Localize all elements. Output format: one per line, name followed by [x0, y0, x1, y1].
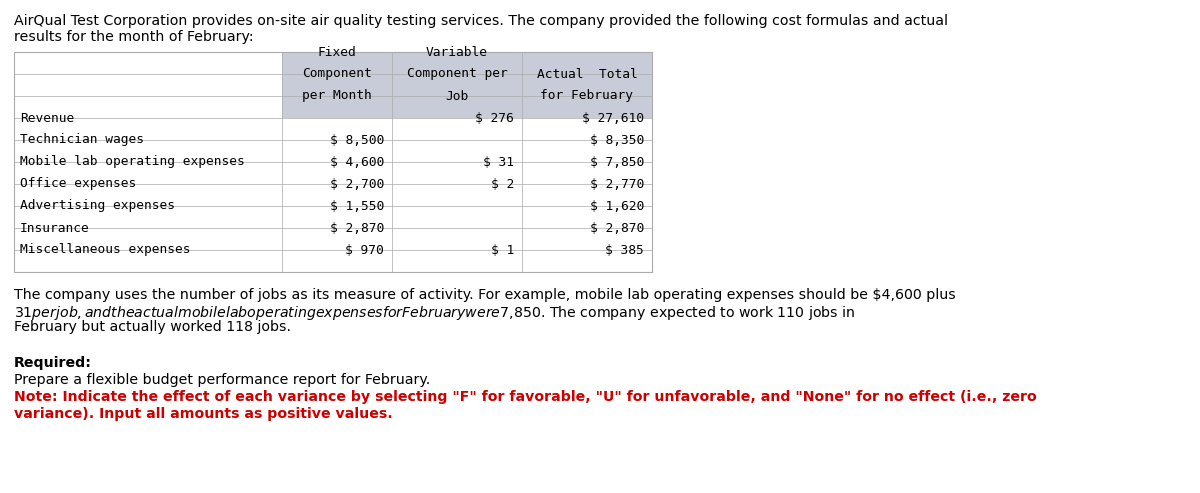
- Text: $31 per job, and the actual mobile lab operating expenses for February were $7,8: $31 per job, and the actual mobile lab o…: [14, 304, 856, 322]
- Text: Required:: Required:: [14, 356, 92, 370]
- Text: Job: Job: [445, 90, 469, 103]
- Text: per Month: per Month: [302, 90, 372, 103]
- Text: $ 8,500: $ 8,500: [330, 134, 384, 146]
- Bar: [14, 52, 652, 272]
- Text: results for the month of February:: results for the month of February:: [14, 30, 253, 44]
- Text: $ 2,870: $ 2,870: [589, 221, 644, 235]
- Text: Revenue: Revenue: [20, 111, 74, 125]
- Text: Miscellaneous expenses: Miscellaneous expenses: [20, 244, 191, 256]
- Text: Actual  Total: Actual Total: [536, 68, 637, 80]
- Text: $ 7,850: $ 7,850: [589, 155, 644, 169]
- Text: Technician wages: Technician wages: [20, 134, 144, 146]
- Text: Fixed: Fixed: [318, 45, 356, 59]
- Text: $ 4,600: $ 4,600: [330, 155, 384, 169]
- Text: $ 1,620: $ 1,620: [589, 200, 644, 212]
- Text: variance). Input all amounts as positive values.: variance). Input all amounts as positive…: [14, 407, 392, 421]
- Text: $ 970: $ 970: [346, 244, 384, 256]
- Text: Component: Component: [302, 68, 372, 80]
- Text: The company uses the number of jobs as its measure of activity. For example, mob: The company uses the number of jobs as i…: [14, 288, 955, 302]
- Text: $ 31: $ 31: [482, 155, 514, 169]
- Text: Note: Indicate the effect of each variance by selecting "F" for favorable, "U" f: Note: Indicate the effect of each varian…: [14, 390, 1037, 404]
- Text: $ 2,700: $ 2,700: [330, 177, 384, 190]
- Text: $ 8,350: $ 8,350: [589, 134, 644, 146]
- Text: $ 2,770: $ 2,770: [589, 177, 644, 190]
- Text: February but actually worked 118 jobs.: February but actually worked 118 jobs.: [14, 320, 292, 334]
- Text: for February: for February: [540, 90, 634, 103]
- Text: $ 2: $ 2: [491, 177, 514, 190]
- Text: $ 2,870: $ 2,870: [330, 221, 384, 235]
- Bar: [282, 52, 652, 118]
- Text: Prepare a flexible budget performance report for February.: Prepare a flexible budget performance re…: [14, 373, 431, 387]
- Text: $ 385: $ 385: [605, 244, 644, 256]
- Text: Insurance: Insurance: [20, 221, 90, 235]
- Text: Component per: Component per: [407, 68, 508, 80]
- Text: Advertising expenses: Advertising expenses: [20, 200, 175, 212]
- Text: $ 1,550: $ 1,550: [330, 200, 384, 212]
- Text: Mobile lab operating expenses: Mobile lab operating expenses: [20, 155, 245, 169]
- Text: AirQual Test Corporation provides on-site air quality testing services. The comp: AirQual Test Corporation provides on-sit…: [14, 14, 948, 28]
- Text: $ 1: $ 1: [491, 244, 514, 256]
- Text: $ 27,610: $ 27,610: [582, 111, 644, 125]
- Text: $ 276: $ 276: [475, 111, 514, 125]
- Text: Office expenses: Office expenses: [20, 177, 137, 190]
- Text: Variable: Variable: [426, 45, 488, 59]
